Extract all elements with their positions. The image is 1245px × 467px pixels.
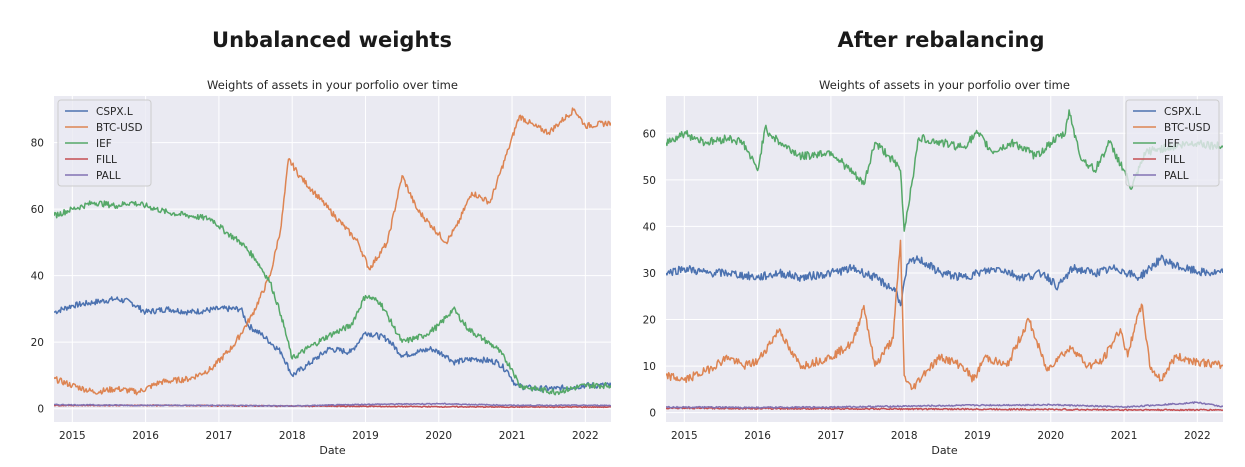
chart-left: Weights of assets in your porfolio over … (31, 78, 611, 457)
legend: CSPX.L BTC-USD IEF FILL PALL (1125, 99, 1220, 187)
series-line-btc-usd (666, 239, 1223, 391)
x-tick-label: 2016 (744, 430, 771, 442)
x-tick-label: 2022 (572, 430, 599, 442)
y-tick-label: 10 (643, 361, 656, 373)
series-line-pall (666, 401, 1223, 409)
x-tick-label: 2018 (891, 430, 918, 442)
y-tick-label: 0 (649, 408, 656, 420)
legend-entry: FILL (1164, 154, 1185, 166)
legend-entry: IEF (96, 138, 112, 150)
legend-entry: CSPX.L (96, 106, 133, 118)
y-tick-label: 80 (31, 138, 44, 150)
chart-heading-right: After rebalancing (837, 28, 1045, 52)
series-line-ief (54, 200, 611, 396)
x-tick-label: 2015 (671, 430, 698, 442)
series-line-cspx.l (666, 254, 1223, 307)
y-tick-label: 40 (31, 271, 44, 283)
legend-entry: CSPX.L (1164, 106, 1201, 118)
x-tick-label: 2019 (352, 430, 379, 442)
x-axis-label: Date (931, 444, 958, 457)
series-line-btc-usd (54, 107, 611, 396)
x-tick-label: 2016 (132, 430, 159, 442)
legend-entry: BTC-USD (1164, 122, 1211, 134)
y-tick-label: 20 (31, 337, 44, 349)
legend-entry: PALL (1164, 170, 1189, 182)
legend-entry: BTC-USD (96, 122, 143, 134)
y-tick-label: 30 (643, 268, 656, 280)
chart-heading-left: Unbalanced weights (212, 28, 452, 52)
x-tick-label: 2022 (1184, 430, 1211, 442)
legend: CSPX.L BTC-USD IEF FILL PALL (57, 99, 152, 187)
y-tick-label: 40 (643, 221, 656, 233)
legend-box (57, 99, 152, 187)
y-tick-label: 50 (643, 175, 656, 187)
legend-entry: PALL (96, 170, 121, 182)
y-tick-label: 0 (37, 404, 44, 416)
y-tick-label: 60 (643, 128, 656, 140)
series-line-pall (54, 402, 611, 408)
legend-entry: FILL (96, 154, 117, 166)
x-tick-label: 2018 (279, 430, 306, 442)
x-tick-label: 2020 (425, 430, 452, 442)
legend-box (1125, 99, 1220, 187)
y-tick-label: 60 (31, 204, 44, 216)
legend-entry: IEF (1164, 138, 1180, 150)
series-line-ief (666, 109, 1223, 232)
x-tick-label: 2017 (206, 430, 233, 442)
chart-right: Weights of assets in your porfolio over … (643, 78, 1223, 457)
x-tick-label: 2020 (1037, 430, 1064, 442)
x-tick-label: 2021 (1111, 430, 1138, 442)
x-axis-label: Date (319, 444, 346, 457)
x-tick-label: 2019 (964, 430, 991, 442)
x-tick-label: 2015 (59, 430, 86, 442)
x-tick-label: 2017 (818, 430, 845, 442)
chart-title: Weights of assets in your porfolio over … (207, 78, 458, 92)
y-tick-label: 20 (643, 315, 656, 327)
chart-title: Weights of assets in your porfolio over … (819, 78, 1070, 92)
x-tick-label: 2021 (499, 430, 526, 442)
